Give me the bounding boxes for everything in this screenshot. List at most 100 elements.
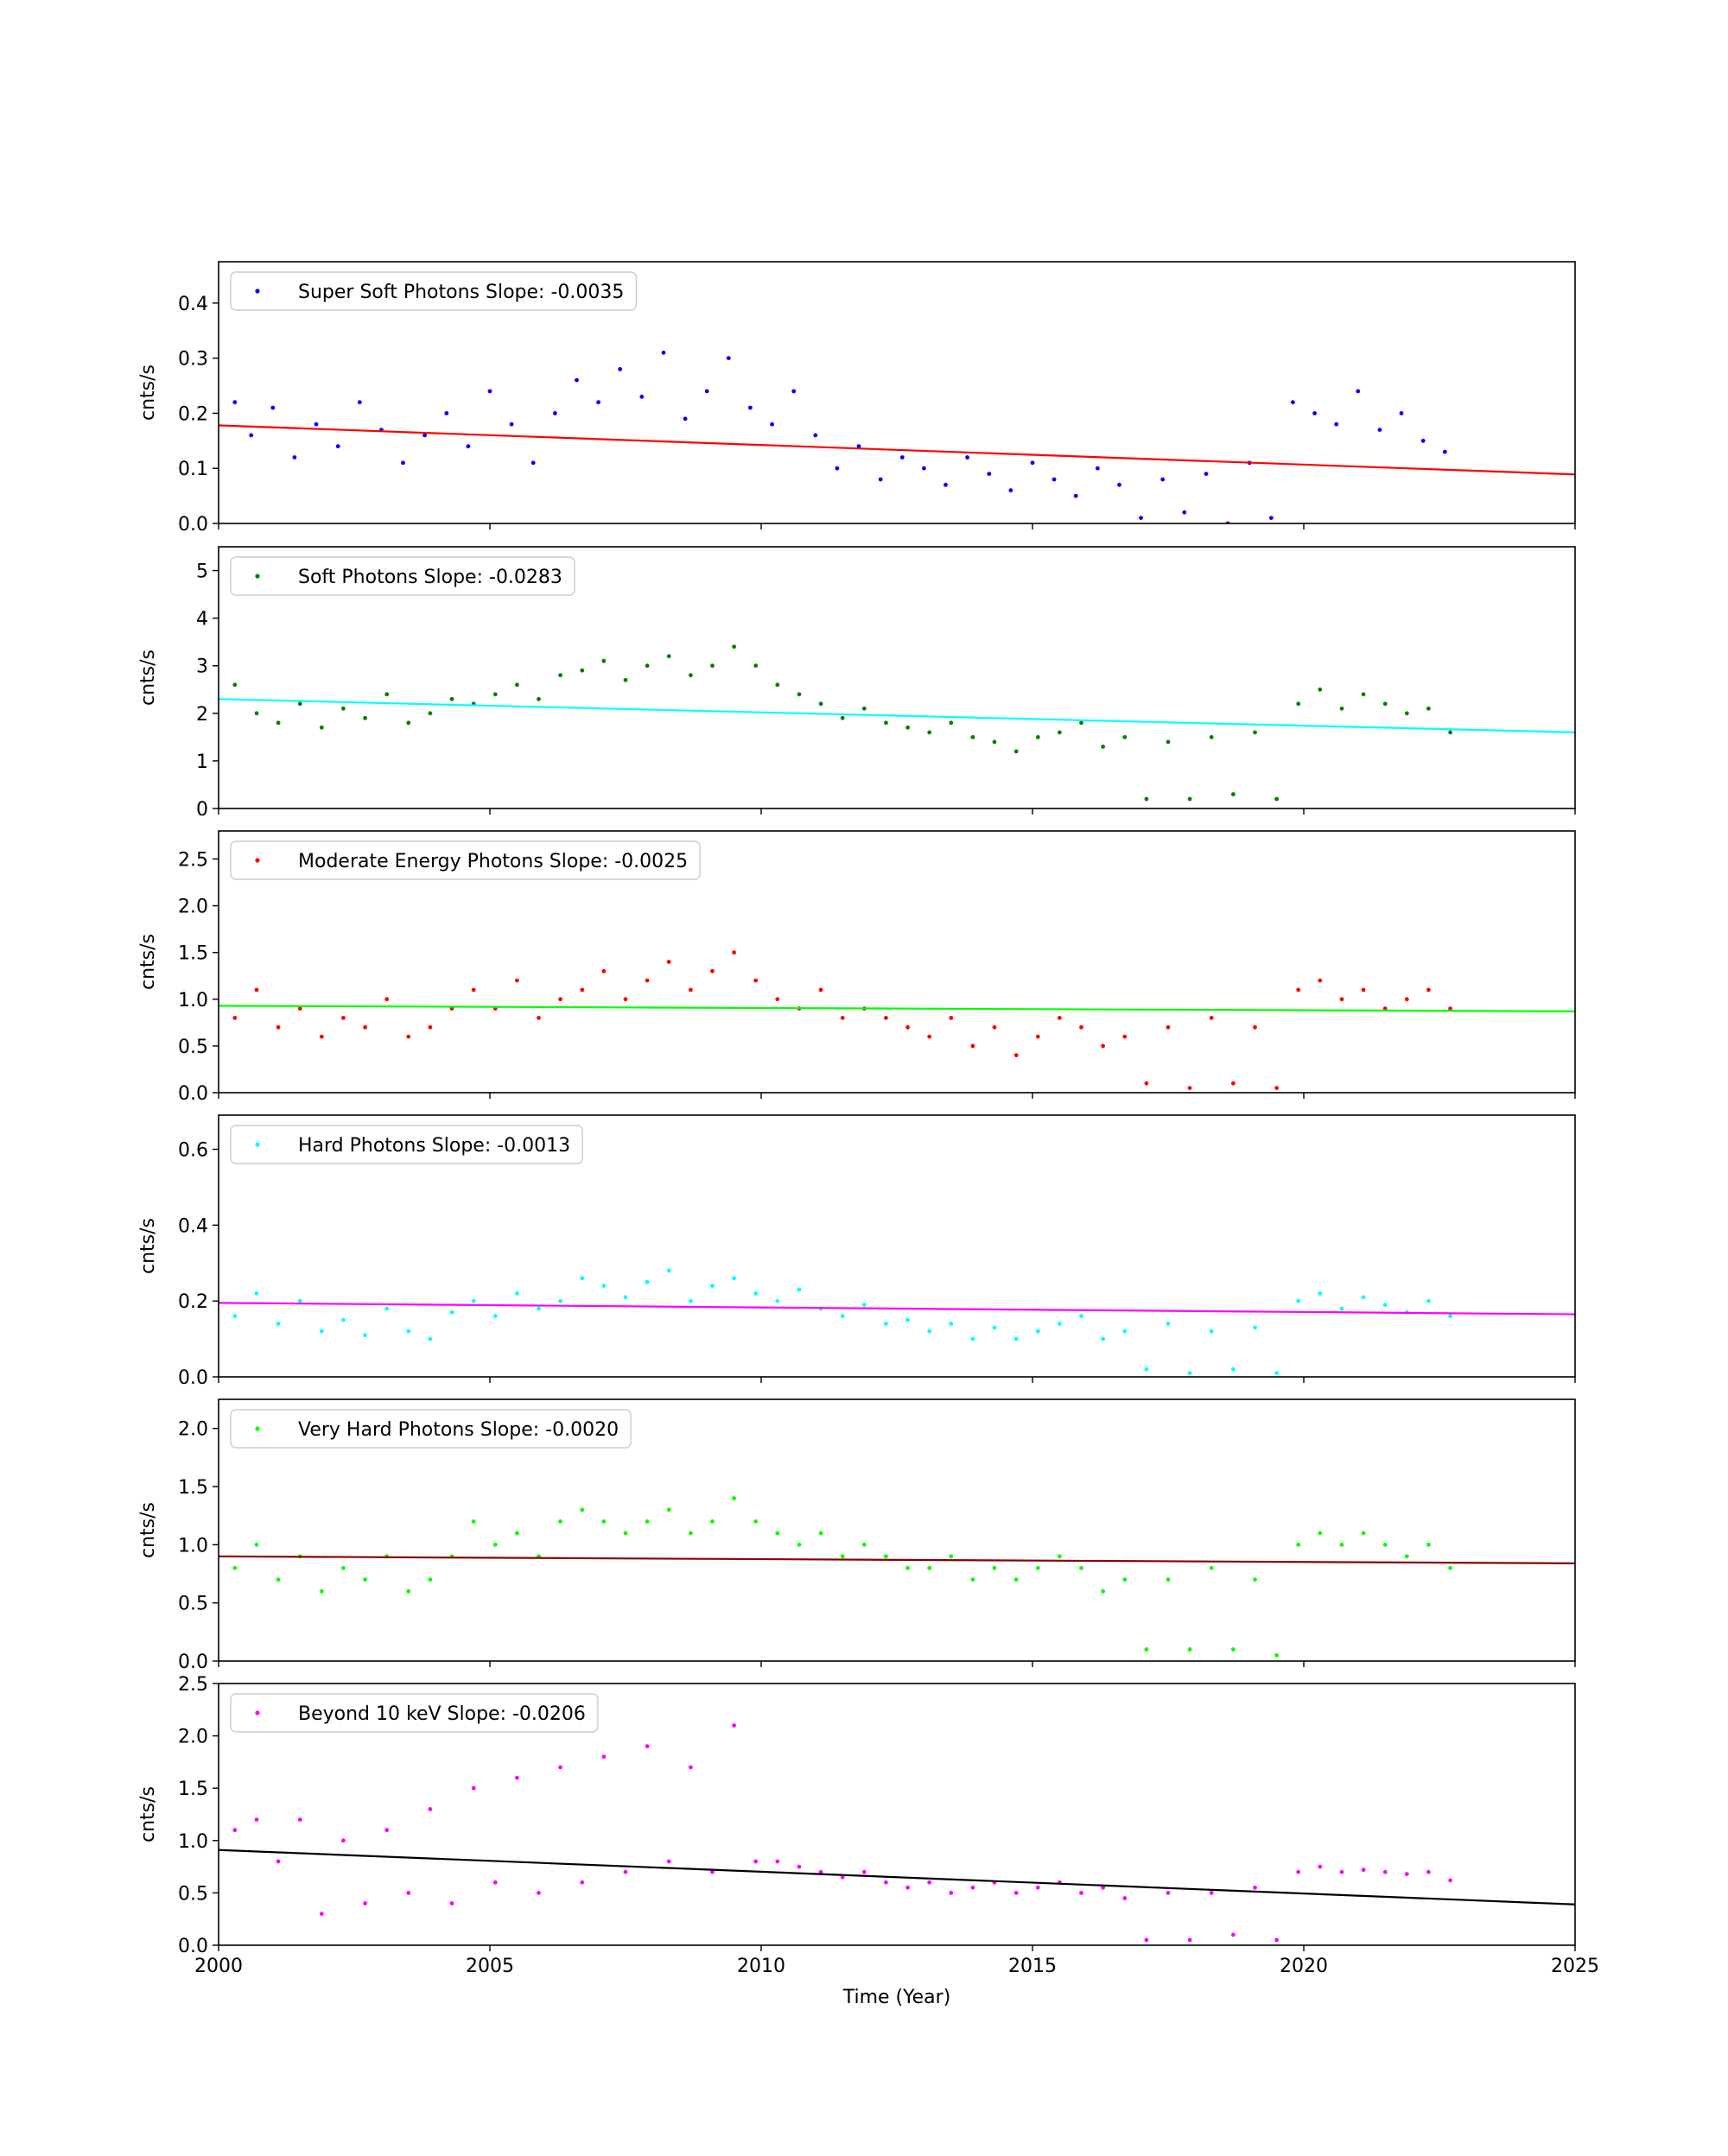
data-point	[487, 389, 492, 394]
data-point	[341, 1016, 346, 1020]
data-point	[689, 1298, 693, 1303]
data-point	[666, 654, 671, 659]
legend-hard: Hard Photons Slope: -0.0013	[230, 1125, 583, 1164]
y-tick-label: 2.5	[178, 849, 208, 871]
data-point	[797, 1864, 802, 1869]
scatter-moderate	[232, 950, 1452, 1090]
data-point	[1209, 1565, 1214, 1570]
data-point	[1101, 1336, 1105, 1341]
fit-line-soft	[219, 698, 1575, 733]
axes-frame-hard	[218, 1114, 1576, 1378]
data-point	[1268, 516, 1274, 520]
data-point	[1166, 1577, 1171, 1582]
data-point	[856, 444, 861, 449]
data-point	[835, 466, 840, 471]
legend-moderate: Moderate Energy Photons Slope: -0.0025	[230, 840, 701, 880]
data-point	[1448, 1565, 1452, 1570]
data-point	[905, 1565, 910, 1570]
data-point	[1339, 1306, 1344, 1311]
legend-label: Super Soft Photons Slope: -0.0035	[298, 282, 624, 303]
data-point	[797, 692, 802, 697]
data-point	[1079, 720, 1083, 726]
data-point	[623, 1869, 628, 1874]
data-point	[813, 433, 818, 438]
data-point	[471, 1519, 476, 1524]
y-axis-label: cnts/s	[137, 1786, 159, 1842]
data-point	[254, 987, 259, 992]
data-point	[1339, 1869, 1344, 1874]
data-point	[704, 389, 709, 394]
y-axis-label: cnts/s	[137, 365, 159, 421]
y-tick-label: 1.0	[178, 1535, 208, 1557]
legend-box	[230, 1409, 632, 1449]
data-point	[449, 1901, 454, 1906]
data-point	[384, 1828, 390, 1833]
data-point	[1404, 711, 1409, 716]
data-point	[580, 1276, 585, 1281]
data-point	[1013, 1336, 1019, 1341]
data-point	[1361, 987, 1366, 992]
y-tick-label: 0.5	[178, 1037, 208, 1058]
data-point	[949, 1554, 954, 1559]
data-point	[254, 1542, 259, 1547]
data-point	[666, 960, 671, 964]
data-point	[1122, 1577, 1128, 1582]
data-point	[861, 706, 867, 711]
data-point	[449, 1309, 454, 1315]
data-point	[492, 1542, 498, 1547]
data-point	[645, 663, 650, 669]
legend-soft: Soft Photons Slope: -0.0283	[230, 556, 575, 596]
data-point	[797, 1542, 802, 1547]
data-point	[319, 1034, 324, 1039]
data-point	[1166, 1024, 1171, 1030]
data-point	[232, 400, 238, 405]
data-point	[1144, 1367, 1149, 1372]
data-point	[471, 987, 476, 992]
data-point	[1361, 692, 1366, 697]
data-point	[1079, 1024, 1083, 1030]
data-point	[1079, 1891, 1083, 1895]
data-point	[905, 1024, 910, 1030]
data-point	[580, 987, 585, 992]
data-point	[515, 682, 519, 688]
data-point	[515, 1775, 519, 1780]
data-point	[797, 1287, 802, 1292]
data-point	[1382, 1542, 1388, 1547]
data-point	[276, 1024, 281, 1030]
legend-marker	[255, 858, 260, 863]
data-point	[232, 1016, 238, 1020]
data-point	[270, 405, 276, 410]
y-tick-label: 0.0	[178, 1367, 208, 1389]
data-point	[1404, 997, 1409, 1002]
panel-soft: 0 1 2 3 4 5 cnts/s Soft Photons Slope: -0.0283	[137, 546, 1576, 821]
data-point	[1073, 493, 1078, 498]
scatter-very-hard	[232, 1496, 1452, 1658]
data-point	[384, 692, 390, 697]
legend-label: Hard Photons Slope: -0.0013	[298, 1135, 570, 1157]
data-point	[1013, 749, 1019, 754]
data-point	[515, 978, 519, 983]
data-point	[406, 1891, 411, 1895]
y-tick-label: 2.0	[178, 1419, 208, 1441]
data-point	[232, 1828, 238, 1833]
y-tick-label: 2.5	[178, 1674, 208, 1696]
data-point	[1013, 1891, 1019, 1895]
data-point	[292, 455, 297, 460]
data-point	[384, 1306, 390, 1311]
data-point	[732, 644, 736, 650]
data-point	[363, 1901, 367, 1906]
panel-moderate: 0.0 0.5 1.0 1.5 2.0 2.5 cnts/s Moderate Energy …	[137, 830, 1576, 1105]
data-point	[341, 1317, 346, 1322]
data-point	[1187, 796, 1192, 802]
data-point	[818, 701, 823, 707]
data-point	[927, 1034, 932, 1039]
data-point	[1296, 1542, 1301, 1547]
data-point	[710, 1869, 715, 1874]
data-point	[254, 1817, 259, 1823]
data-point	[818, 1531, 823, 1536]
data-point	[753, 978, 759, 983]
data-point	[363, 715, 367, 720]
data-point	[1361, 1295, 1366, 1300]
data-point	[406, 720, 411, 726]
